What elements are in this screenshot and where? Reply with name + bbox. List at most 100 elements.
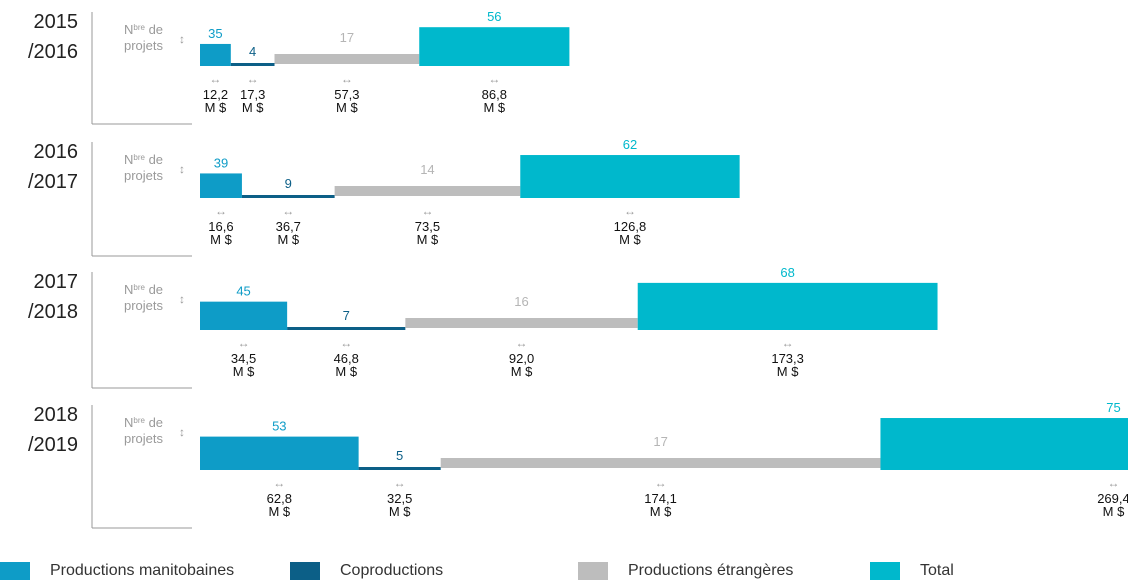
bar-total xyxy=(880,418,1128,470)
bar-etrangeres xyxy=(405,318,638,328)
value-arrow: ↔ xyxy=(273,476,285,490)
value-arrow: ↔ xyxy=(215,204,227,218)
count-axis-label-line2: projets xyxy=(124,298,164,313)
value-label: 92,0 xyxy=(509,351,534,366)
value-arrow: ↔ xyxy=(624,204,636,218)
count-axis-label-line1: Nbre de xyxy=(124,152,163,167)
value-arrow: ↔ xyxy=(238,336,250,350)
bar-etrangeres xyxy=(440,458,881,468)
value-unit: M $ xyxy=(650,504,672,519)
legend: Productions manitobaines Coproductions P… xyxy=(0,556,1128,581)
value-arrow: ↔ xyxy=(209,72,221,86)
count-label: 14 xyxy=(420,162,434,177)
value-label: 17,3 xyxy=(240,87,265,102)
value-unit: M $ xyxy=(242,100,264,115)
value-label: 46,8 xyxy=(334,351,359,366)
count-axis-label-line1: Nbre de xyxy=(124,22,163,37)
value-label: 269,4 xyxy=(1097,491,1128,506)
value-unit: M $ xyxy=(777,364,799,379)
value-unit: M $ xyxy=(417,232,439,247)
legend-item-etrangeres: Productions étrangères xyxy=(578,562,793,580)
bar-manitobaines xyxy=(200,43,231,66)
bar-total xyxy=(520,155,740,198)
value-unit: M $ xyxy=(277,232,299,247)
value-unit: M $ xyxy=(268,504,290,519)
bar-coproductions xyxy=(230,63,275,66)
year-label-line2: /2016 xyxy=(28,41,78,63)
value-unit: M $ xyxy=(336,100,358,115)
value-arrow: ↔ xyxy=(1107,476,1119,490)
count-axis-arrow: ↔ xyxy=(177,164,191,176)
count-label: 35 xyxy=(208,26,222,41)
value-label: 86,8 xyxy=(482,87,507,102)
count-axis-label-line1: Nbre de xyxy=(124,415,163,430)
value-label: 174,1 xyxy=(644,491,677,506)
value-label: 32,5 xyxy=(387,491,412,506)
year-label-line1: 2015 xyxy=(34,11,79,33)
year-label-line2: /2018 xyxy=(28,301,78,323)
count-label: 39 xyxy=(214,155,228,170)
count-label: 17 xyxy=(340,30,354,45)
legend-swatch-manitobaines xyxy=(0,562,30,580)
bar-coproductions xyxy=(241,195,335,198)
year-label-line2: /2017 xyxy=(28,171,78,193)
count-label: 16 xyxy=(514,294,528,309)
value-unit: M $ xyxy=(210,232,232,247)
count-axis-arrow: ↔ xyxy=(177,427,191,439)
value-unit: M $ xyxy=(233,364,255,379)
value-label: 62,8 xyxy=(267,491,292,506)
bar-etrangeres xyxy=(334,186,521,196)
count-label: 4 xyxy=(249,44,256,59)
count-axis-arrow: ↔ xyxy=(177,294,191,306)
legend-item-manitobaines: Productions manitobaines xyxy=(0,562,234,580)
year-label-line1: 2017 xyxy=(34,271,79,293)
value-unit: M $ xyxy=(1103,504,1125,519)
count-label: 5 xyxy=(396,448,403,463)
count-label: 68 xyxy=(780,265,794,280)
count-axis-label-line2: projets xyxy=(124,38,164,53)
bar-total xyxy=(419,27,570,66)
value-label: 34,5 xyxy=(231,351,256,366)
bar-coproductions xyxy=(287,327,406,330)
count-axis-arrow: ↔ xyxy=(177,34,191,46)
count-axis-label-line2: projets xyxy=(124,431,164,446)
legend-item-coproductions: Coproductions xyxy=(290,562,443,580)
legend-swatch-total xyxy=(870,562,900,580)
value-arrow: ↔ xyxy=(247,72,259,86)
value-arrow: ↔ xyxy=(282,204,294,218)
value-label: 12,2 xyxy=(203,87,228,102)
count-label: 7 xyxy=(343,308,350,323)
legend-label-coproductions: Coproductions xyxy=(340,562,444,579)
count-label: 53 xyxy=(272,419,286,434)
value-arrow: ↔ xyxy=(782,336,794,350)
value-arrow: ↔ xyxy=(394,476,406,490)
value-arrow: ↔ xyxy=(421,204,433,218)
value-unit: M $ xyxy=(619,232,641,247)
value-label: 57,3 xyxy=(334,87,359,102)
legend-swatch-coproductions xyxy=(290,562,320,580)
legend-label-etrangeres: Productions étrangères xyxy=(628,562,794,579)
value-unit: M $ xyxy=(511,364,533,379)
count-axis-label-line2: projets xyxy=(124,168,164,183)
count-label: 9 xyxy=(285,176,292,191)
value-arrow: ↔ xyxy=(341,72,353,86)
count-label: 75 xyxy=(1106,400,1120,415)
legend-label-total: Total xyxy=(920,562,954,579)
count-axis-label-line1: Nbre de xyxy=(124,282,163,297)
value-label: 126,8 xyxy=(614,219,647,234)
bar-manitobaines xyxy=(200,301,288,330)
value-label: 73,5 xyxy=(415,219,440,234)
value-arrow: ↔ xyxy=(516,336,528,350)
bar-total xyxy=(637,282,938,330)
bar-manitobaines xyxy=(200,173,242,198)
value-arrow: ↔ xyxy=(488,72,500,86)
value-unit: M $ xyxy=(389,504,411,519)
value-unit: M $ xyxy=(335,364,357,379)
value-unit: M $ xyxy=(205,100,227,115)
legend-swatch-etrangeres xyxy=(578,562,608,580)
value-label: 173,3 xyxy=(771,351,804,366)
value-arrow: ↔ xyxy=(655,476,667,490)
bar-manitobaines xyxy=(200,436,359,470)
count-label: 45 xyxy=(236,284,250,299)
